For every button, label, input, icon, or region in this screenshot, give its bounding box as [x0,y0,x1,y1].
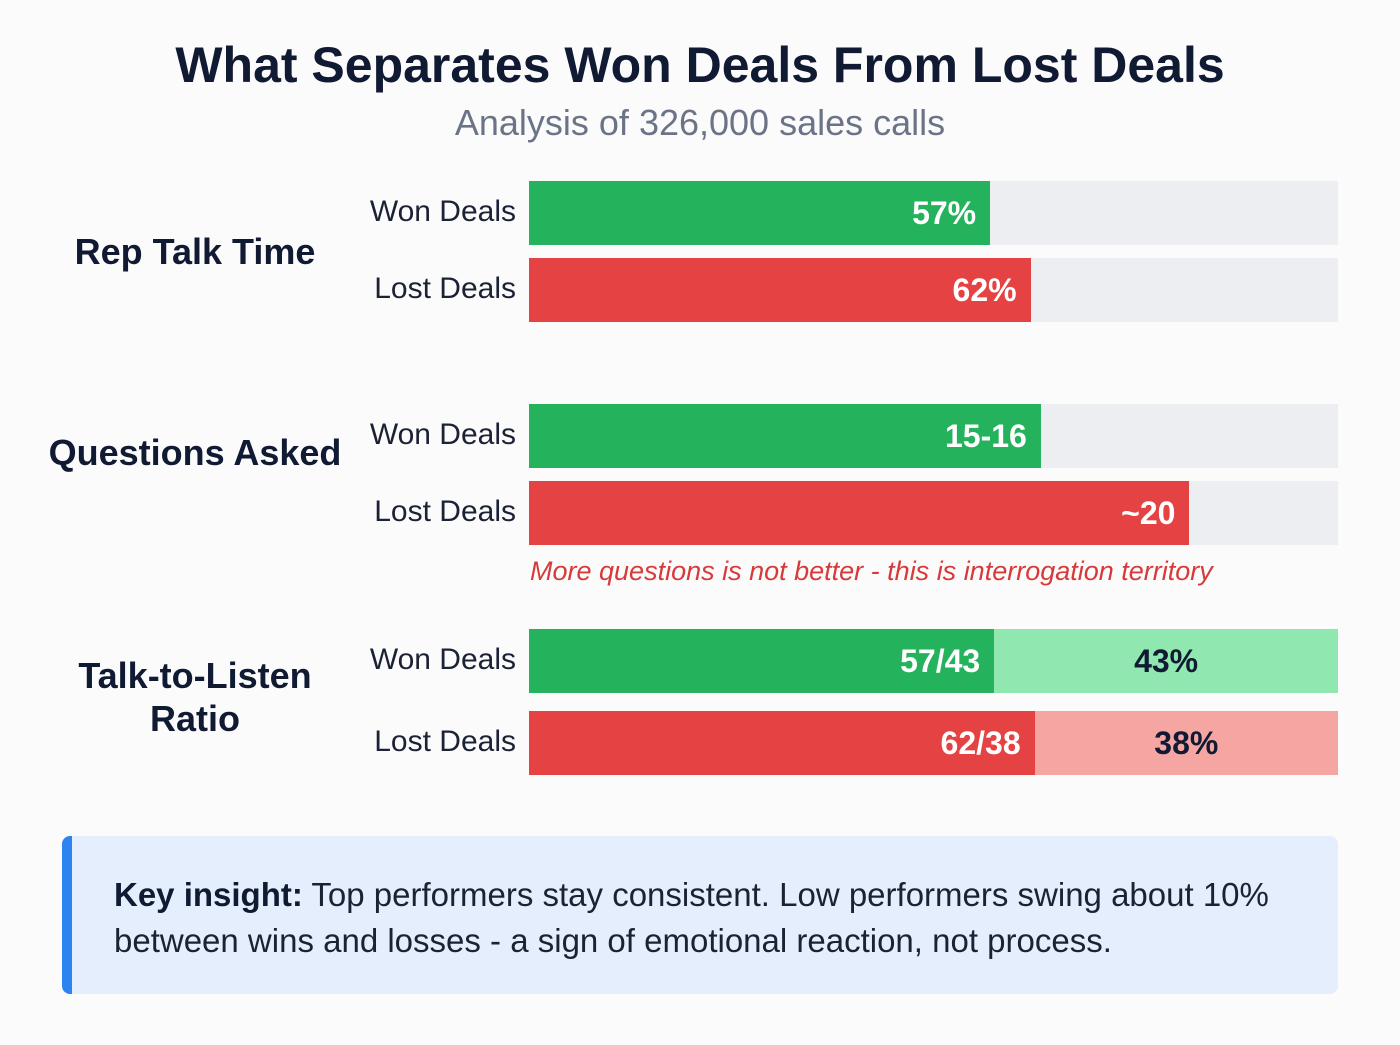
bar-track: 62% [529,258,1338,322]
bar-lost: ~20 [529,481,1190,545]
questions-annotation: More questions is not better - this is i… [530,556,1213,586]
group-label-rep-talk-time: Rep Talk Time [74,231,316,272]
bar-won: 15-16 [529,404,1041,468]
bar-track: 62/38 38% [529,711,1338,775]
bar-track: 57% [529,181,1338,245]
bar-remainder-lost: 38% [1034,711,1338,775]
key-insight-box: Key insight: Top performers stay consist… [62,836,1338,994]
insight-text: Top performers stay consistent. Low perf… [114,876,1269,959]
bar-won: 57% [529,181,991,245]
row-label: Lost Deals [374,725,516,758]
row-label: Won Deals [369,418,516,451]
bar-won: 57/43 [529,629,995,693]
chart-subtitle: Analysis of 326,000 sales calls [454,102,946,143]
group-label-talk-listen-ratio: Talk-to-Listen Ratio [78,655,312,739]
row-label: Won Deals [369,195,516,228]
row-label: Lost Deals [374,272,516,305]
insight-label: Key insight: [114,876,303,913]
bar-lost: 62% [529,258,1031,322]
bar-track: ~20 [529,481,1338,545]
chart-title: What Separates Won Deals From Lost Deals [175,37,1225,93]
bar-track: 57/43 43% [529,629,1338,693]
bar-lost: 62/38 [529,711,1035,775]
row-label: Lost Deals [374,495,516,528]
row-label: Won Deals [369,643,516,676]
bar-remainder-won: 43% [994,629,1338,693]
bar-track: 15-16 [529,404,1338,468]
group-label-questions-asked: Questions Asked [48,432,342,473]
